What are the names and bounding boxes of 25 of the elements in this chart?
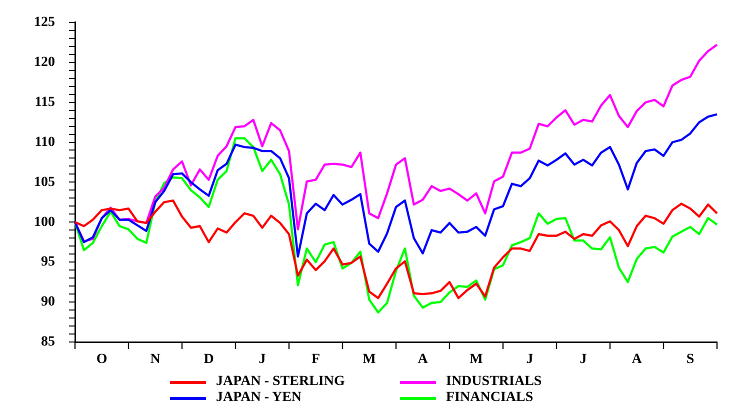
y-tick-label: 115 — [34, 94, 55, 110]
y-tick-label: 100 — [34, 214, 55, 230]
y-tick-label: 125 — [34, 15, 55, 30]
x-tick-label: A — [632, 352, 643, 368]
legend-label: INDUSTRIALS — [446, 374, 542, 390]
x-tick-label: D — [204, 352, 214, 368]
y-tick-label: 110 — [34, 134, 55, 150]
x-tick-label: J — [580, 352, 587, 368]
x-tick-label: O — [96, 352, 108, 368]
y-tick-label: 120 — [34, 54, 55, 70]
x-tick-label: F — [311, 352, 320, 368]
y-tick-label: 95 — [41, 254, 55, 270]
x-tick-label: A — [418, 352, 429, 368]
x-tick-label: M — [362, 352, 376, 368]
legend-label: JAPAN - STERLING — [216, 374, 345, 390]
x-tick-label: M — [470, 352, 483, 368]
x-tick-label: J — [526, 352, 534, 368]
x-tick-label: J — [258, 352, 266, 368]
y-tick-label: 105 — [34, 174, 55, 190]
x-tick-label: S — [686, 352, 694, 368]
y-tick-label: 90 — [41, 294, 55, 310]
legend-label: FINANCIALS — [446, 390, 534, 406]
x-tick-label: N — [150, 352, 160, 368]
legend-label: JAPAN - YEN — [216, 390, 302, 406]
y-tick-label: 85 — [41, 334, 55, 350]
